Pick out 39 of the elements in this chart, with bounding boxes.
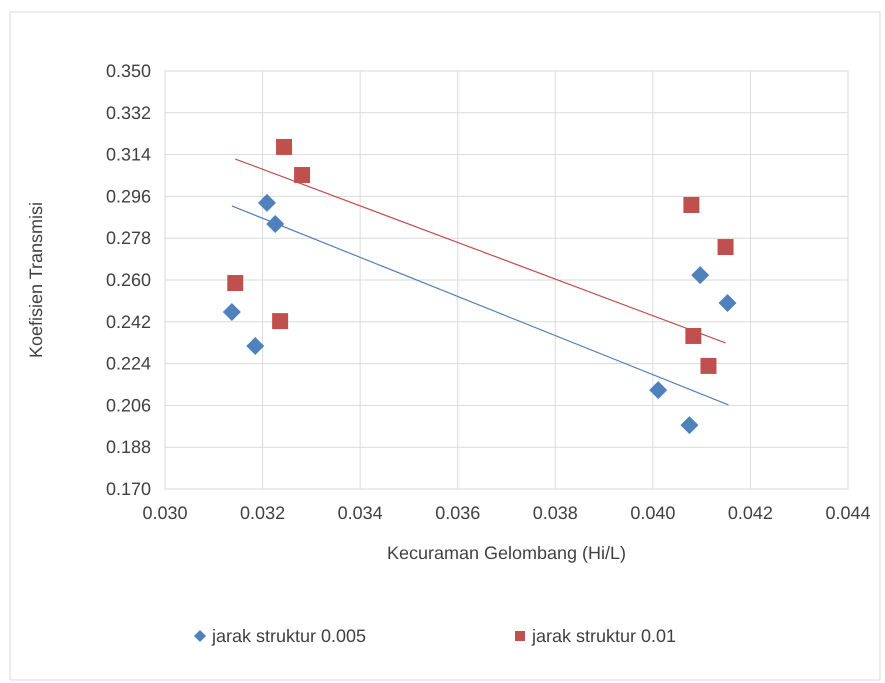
- point: [266, 215, 284, 234]
- y-tick-label: 0.314: [106, 144, 151, 165]
- x-tick-label: 0.044: [825, 503, 871, 523]
- y-tick-label: 0.260: [106, 270, 151, 290]
- point: [649, 381, 668, 400]
- point: [258, 194, 276, 212]
- legend-label: jarak struktur 0.005: [211, 626, 366, 646]
- y-tick-label: 0.296: [106, 186, 151, 206]
- legend-label: jarak struktur 0.01: [531, 626, 676, 646]
- point: [276, 138, 292, 155]
- y-tick-label: 0.170: [106, 479, 151, 499]
- x-tick-label: 0.038: [532, 503, 578, 523]
- point: [718, 294, 736, 312]
- x-tick-label: 0.034: [338, 503, 383, 523]
- y-axis-title: Koefisien Transmisi: [26, 202, 46, 358]
- y-tick-label: 0.242: [106, 312, 151, 332]
- x-tick-label: 0.030: [142, 503, 188, 523]
- y-tick-label: 0.350: [106, 61, 151, 81]
- point: [222, 303, 241, 322]
- point: [685, 328, 702, 344]
- point: [227, 275, 244, 292]
- x-tick-label: 0.036: [435, 503, 480, 523]
- y-tick-label: 0.206: [106, 395, 151, 416]
- y-tick-label: 0.224: [106, 354, 151, 374]
- point: [680, 416, 698, 434]
- point: [294, 167, 310, 184]
- x-tick-label: 0.032: [240, 503, 286, 523]
- y-tick-label: 0.278: [106, 228, 151, 248]
- y-tick-label: 0.188: [106, 437, 151, 458]
- x-tick-label: 0.042: [728, 503, 773, 523]
- point: [700, 358, 716, 374]
- point: [683, 196, 700, 213]
- point: [246, 336, 264, 355]
- x-axis-title: Kecuraman Gelombang (Hi/L): [386, 543, 626, 563]
- point: [691, 266, 710, 284]
- y-tick-label: 0.332: [106, 102, 151, 123]
- point: [272, 313, 288, 330]
- point: [718, 239, 734, 256]
- x-tick-label: 0.040: [630, 503, 676, 523]
